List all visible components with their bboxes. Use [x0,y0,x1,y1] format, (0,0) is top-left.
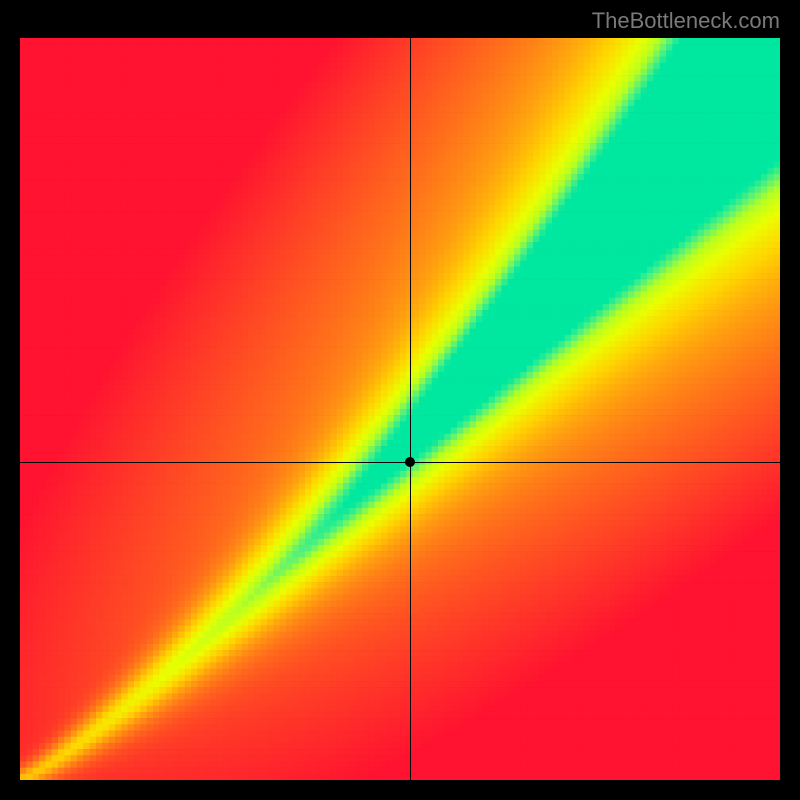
heatmap-container [20,38,780,780]
heatmap-canvas [20,38,780,780]
marker-point [405,457,415,467]
crosshair-horizontal [20,462,780,463]
watermark-label: TheBottleneck.com [592,8,780,34]
crosshair-vertical [410,38,411,780]
